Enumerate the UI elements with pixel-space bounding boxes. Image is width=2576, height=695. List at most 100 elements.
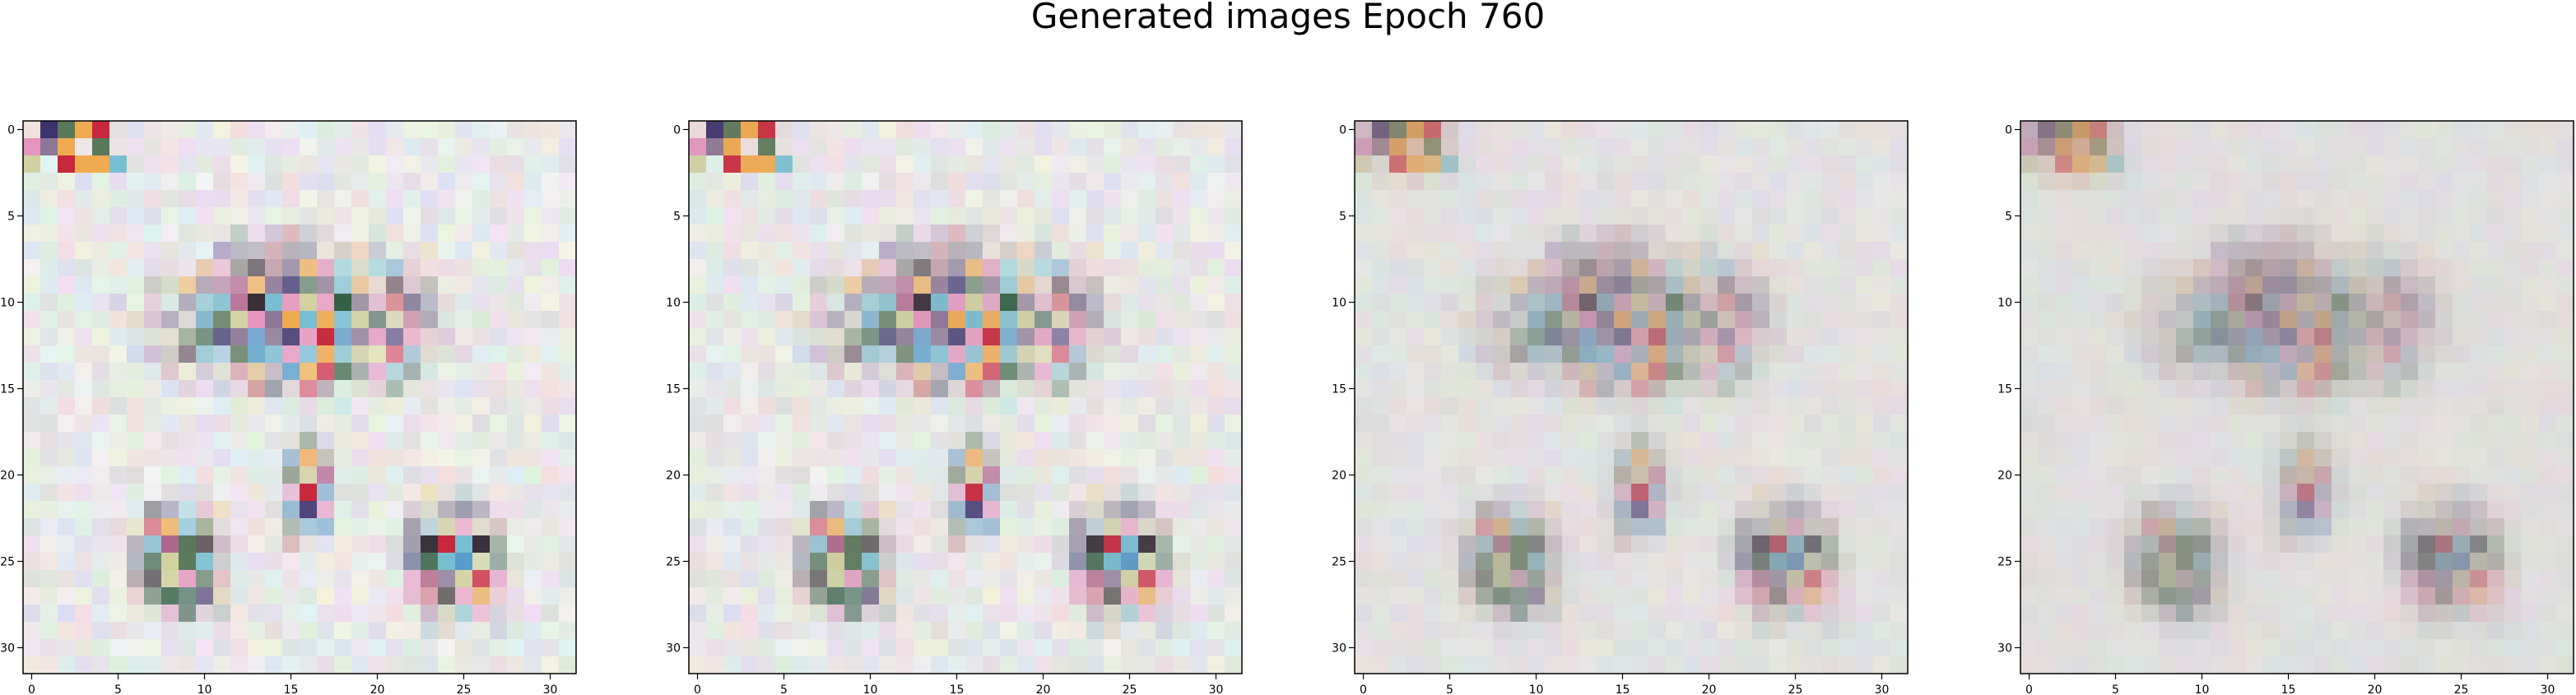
pixel-cell	[1804, 518, 1822, 536]
pixel-cell	[196, 656, 214, 674]
pixel-cell	[810, 276, 828, 294]
pixel-cell	[931, 501, 949, 519]
x-tick-label: 30	[1209, 683, 1224, 695]
pixel-cell	[2383, 432, 2402, 450]
pixel-cell	[1562, 276, 1580, 294]
pixel-cell	[2193, 622, 2211, 640]
pixel-cell	[369, 207, 387, 225]
pixel-cell	[109, 207, 128, 225]
pixel-cell	[1718, 535, 1736, 554]
pixel-cell	[758, 311, 776, 329]
pixel-cell	[403, 311, 421, 329]
pixel-cell	[2487, 622, 2505, 640]
pixel-cell	[1458, 311, 1476, 329]
pixel-cell	[300, 190, 318, 208]
pixel-cell	[2280, 570, 2298, 588]
pixel-cell	[844, 328, 863, 346]
pixel-cell	[2314, 535, 2332, 554]
pixel-cell	[2055, 121, 2073, 139]
pixel-cell	[1700, 622, 1718, 640]
pixel-cell	[1190, 276, 1208, 294]
pixel-cell	[2159, 138, 2177, 156]
pixel-cell	[1545, 311, 1563, 329]
pixel-cell	[1476, 155, 1494, 174]
pixel-cell	[1017, 242, 1035, 260]
pixel-cell	[1890, 622, 1909, 640]
pixel-cell	[1121, 518, 1139, 536]
pixel-cell	[2020, 484, 2039, 502]
pixel-cell	[524, 449, 542, 467]
pixel-cell	[507, 380, 525, 398]
pixel-cell	[248, 535, 266, 554]
pixel-cell	[1086, 190, 1104, 208]
pixel-cell	[2159, 242, 2177, 260]
pixel-cell	[896, 535, 914, 554]
pixel-cell	[2020, 639, 2039, 657]
y-tick-label: 30	[1332, 642, 1346, 656]
pixel-cell	[1138, 345, 1156, 364]
pixel-cell	[844, 155, 863, 174]
pixel-cell	[1890, 207, 1909, 225]
pixel-cell	[2245, 484, 2263, 502]
pixel-cell	[2072, 311, 2090, 329]
pixel-cell	[542, 328, 560, 346]
pixel-cell	[2435, 570, 2453, 588]
pixel-cell	[1562, 328, 1580, 346]
pixel-cell	[1631, 121, 1649, 139]
pixel-cell	[706, 553, 724, 571]
pixel-cell	[23, 259, 41, 277]
pixel-cell	[2453, 311, 2471, 329]
pixel-cell	[1856, 553, 1874, 571]
pixel-cell	[689, 432, 707, 450]
pixel-cell	[179, 656, 197, 674]
pixel-cell	[127, 501, 145, 519]
pixel-cell	[1769, 294, 1788, 312]
pixel-cell	[438, 587, 456, 605]
pixel-cell	[2556, 207, 2574, 225]
pixel-cell	[196, 121, 214, 139]
pixel-cell	[2193, 415, 2211, 433]
pixel-cell	[1527, 173, 1546, 191]
pixel-cell	[282, 363, 300, 381]
pixel-cell	[2055, 656, 2073, 674]
pixel-cell	[109, 605, 128, 623]
pixel-cell	[2453, 225, 2471, 243]
pixel-cell	[2539, 155, 2557, 174]
pixel-cell	[1138, 518, 1156, 536]
pixel-cell	[317, 259, 335, 277]
pixel-cell	[127, 484, 145, 502]
pixel-cell	[844, 294, 863, 312]
pixel-cell	[810, 605, 828, 623]
pixel-cell	[92, 345, 110, 364]
pixel-cell	[1035, 449, 1053, 467]
pixel-cell	[1562, 570, 1580, 588]
pixel-cell	[92, 225, 110, 243]
pixel-cell	[230, 380, 249, 398]
pixel-cell	[723, 518, 742, 536]
pixel-cell	[689, 518, 707, 536]
pixel-cell	[386, 328, 404, 346]
pixel-cell	[282, 155, 300, 174]
pixel-cell	[965, 155, 983, 174]
pixel-cell	[1614, 138, 1632, 156]
pixel-cell	[1890, 121, 1909, 139]
pixel-cell	[2297, 501, 2315, 519]
pixel-cell	[248, 449, 266, 467]
pixel-cell	[827, 345, 845, 364]
pixel-cell	[2297, 259, 2315, 277]
pixel-cell	[542, 121, 560, 139]
pixel-cell	[1458, 121, 1476, 139]
pixel-cell	[58, 656, 76, 674]
pixel-cell	[1821, 432, 1839, 450]
pixel-cell	[810, 121, 828, 139]
pixel-cell	[931, 311, 949, 329]
pixel-cell	[2470, 587, 2488, 605]
pixel-cell	[23, 415, 41, 433]
pixel-cell	[2107, 311, 2125, 329]
pixel-cell	[1856, 207, 1874, 225]
pixel-cell	[862, 415, 880, 433]
pixel-cell	[2262, 415, 2281, 433]
pixel-cell	[317, 225, 335, 243]
pixel-cell	[196, 294, 214, 312]
pixel-cell	[1579, 587, 1597, 605]
